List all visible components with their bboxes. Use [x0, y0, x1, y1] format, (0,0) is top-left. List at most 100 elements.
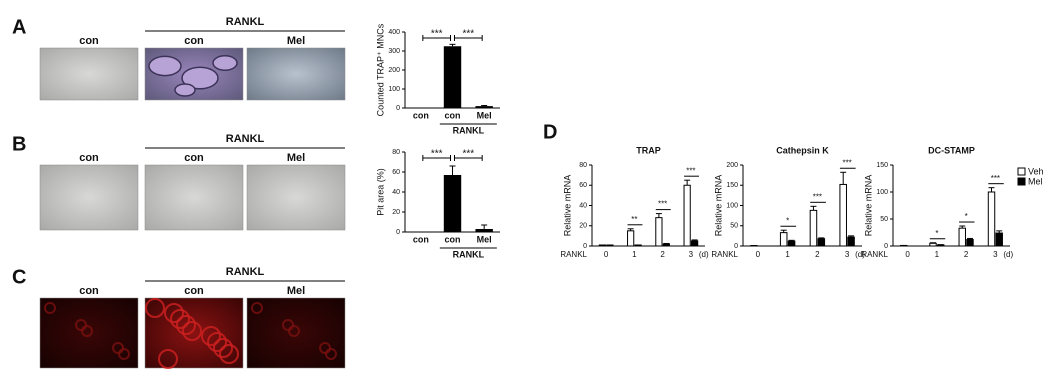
fluorescence — [213, 338, 233, 358]
fluorescence — [207, 332, 227, 352]
fluorescence — [44, 302, 56, 314]
fluorescence — [182, 321, 202, 341]
x-axis-label: RANKL — [560, 250, 587, 259]
sig-label: *** — [431, 149, 443, 160]
y-tick-label: 20 — [579, 223, 587, 230]
fluorescence — [164, 303, 184, 323]
fluorescence — [75, 319, 87, 331]
legend-label: Veh — [1028, 166, 1044, 176]
x-unit: (d) — [699, 250, 709, 259]
y-axis-label: Counted TRAP⁺ MNCs — [375, 23, 385, 116]
cell-cluster — [174, 83, 196, 97]
bar — [475, 229, 493, 232]
fluorescence — [112, 342, 124, 354]
bar — [987, 191, 996, 247]
fluorescence — [319, 342, 331, 354]
x-tick-label: con — [444, 110, 460, 120]
chart-title: Cathepsin K — [776, 145, 829, 155]
image-header: Mel — [287, 152, 305, 164]
y-tick-label: 0 — [583, 243, 587, 250]
bar — [443, 175, 462, 232]
bar — [655, 217, 663, 247]
y-tick-label: 50 — [880, 216, 888, 223]
panel-label: D — [543, 121, 557, 143]
sig-label: ** — [631, 215, 637, 224]
legend-swatch — [1017, 167, 1026, 176]
bar — [627, 230, 635, 247]
micrograph — [144, 164, 244, 231]
sig-label: *** — [462, 29, 474, 40]
bar — [779, 232, 788, 247]
y-tick-label: 20 — [392, 209, 400, 216]
panel-label: C — [12, 266, 26, 288]
bar — [847, 236, 855, 247]
sig-label: *** — [686, 166, 695, 175]
y-tick-label: 200 — [726, 162, 738, 169]
x-tick-label: con — [444, 234, 460, 244]
image-header: con — [79, 152, 99, 164]
panel-label: B — [12, 133, 26, 155]
image-header: Mel — [287, 285, 305, 297]
fluorescence — [81, 325, 93, 337]
fluorescence — [118, 348, 130, 360]
group-label: RANKL — [226, 266, 265, 278]
y-tick-label: 80 — [392, 149, 400, 156]
y-tick-label: 100 — [388, 86, 400, 93]
fluorescence — [219, 344, 239, 364]
x-tick-label: con — [413, 110, 429, 120]
sig-label: * — [786, 216, 789, 225]
group-label: RANKL — [226, 133, 265, 145]
y-axis-label: Relative mRNA — [713, 175, 723, 237]
group-label: RANKL — [453, 249, 485, 259]
micrograph — [246, 164, 346, 231]
legend-swatch — [1017, 177, 1026, 186]
x-axis-label: RANKL — [711, 250, 738, 259]
micrograph — [246, 47, 346, 101]
y-axis-label: Pit area (%) — [375, 168, 385, 216]
y-tick-label: 0 — [396, 229, 400, 236]
x-axis-label: RANKL — [861, 250, 888, 259]
fluorescence — [176, 315, 196, 335]
bar — [995, 232, 1003, 247]
sig-label: * — [965, 212, 968, 221]
x-unit: (d) — [855, 250, 865, 259]
bar — [690, 240, 699, 247]
image-header: con — [79, 35, 99, 47]
bar — [817, 238, 826, 247]
sig-label: *** — [431, 29, 443, 40]
y-tick-label: 100 — [726, 202, 738, 209]
y-tick-label: 50 — [730, 223, 738, 230]
panel-label: A — [12, 16, 26, 38]
micrograph — [39, 297, 139, 369]
sig-label: *** — [658, 200, 667, 209]
fluorescence — [325, 348, 337, 360]
fluorescence — [145, 298, 165, 318]
y-tick-label: 40 — [392, 189, 400, 196]
fluorescence — [282, 319, 294, 331]
fluorescence — [251, 302, 263, 314]
group-label: RANKL — [226, 16, 265, 28]
image-header: con — [79, 285, 99, 297]
sig-label: *** — [842, 158, 851, 167]
x-tick-label: 2 — [660, 250, 665, 259]
bar — [966, 239, 974, 247]
y-tick-label: 80 — [579, 162, 587, 169]
chart-title: DC-STAMP — [928, 145, 975, 155]
cell-cluster — [181, 66, 219, 90]
micrograph — [246, 297, 346, 369]
image-header: con — [184, 285, 204, 297]
x-tick-label: Mel — [477, 110, 492, 120]
x-tick-label: 1 — [785, 250, 790, 259]
y-tick-label: 0 — [396, 105, 400, 112]
cell-cluster — [212, 55, 238, 71]
bar — [443, 46, 462, 108]
bar — [809, 209, 818, 247]
image-header: Mel — [287, 35, 305, 47]
image-header: con — [184, 152, 204, 164]
x-tick-label: 0 — [604, 250, 609, 259]
y-axis-label: Relative mRNA — [863, 175, 873, 237]
x-tick-label: 1 — [632, 250, 637, 259]
x-tick-label: con — [413, 234, 429, 244]
bar — [475, 106, 493, 108]
